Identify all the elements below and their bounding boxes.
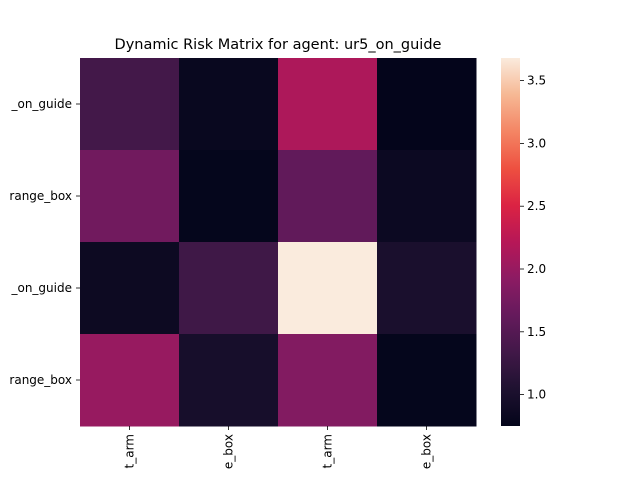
heatmap-cell (80, 334, 180, 427)
heatmap-cell (80, 242, 180, 335)
column-labels: t_arm e_box t_arm e_box (123, 426, 434, 469)
colorbar (501, 58, 520, 426)
colorbar-ticks: 1.0 1.5 2.0 2.5 3.0 3.5 (520, 74, 546, 402)
heatmap-cell (278, 242, 378, 335)
heatmap-cell (278, 150, 378, 243)
heatmap-cell (377, 334, 477, 427)
row-label: range_box (9, 373, 72, 387)
colorbar-tick-label: 2.0 (527, 262, 546, 276)
heatmap-cell (179, 58, 279, 151)
heatmap-cell (377, 242, 477, 335)
heatmap-cell (179, 150, 279, 243)
heatmap-cell (278, 334, 378, 427)
colorbar-tick-label: 1.5 (527, 325, 546, 339)
column-label: t_arm (123, 434, 137, 468)
heatmap-cell (377, 58, 477, 151)
colorbar-tick-label: 3.5 (527, 74, 546, 88)
row-label: _on_guide (10, 281, 72, 295)
chart-title: Dynamic Risk Matrix for agent: ur5_on_gu… (115, 37, 442, 53)
row-label: _on_guide (10, 97, 72, 111)
colorbar-tick-label: 3.0 (527, 136, 546, 150)
colorbar-tick-label: 2.5 (527, 199, 546, 213)
heatmap-cell (179, 242, 279, 335)
row-label: range_box (9, 189, 72, 203)
colorbar-tick-label: 1.0 (527, 388, 546, 402)
column-label: e_box (420, 434, 434, 469)
heatmap-cell (179, 334, 279, 427)
row-labels: _on_guide range_box _on_guide range_box (9, 97, 80, 387)
heatmap-cell (278, 58, 378, 151)
heatmap-cell (377, 150, 477, 243)
column-label: e_box (222, 434, 236, 469)
column-label: t_arm (321, 434, 335, 468)
heatmap-cell (80, 58, 180, 151)
heatmap-cells (80, 58, 477, 427)
heatmap-cell (80, 150, 180, 243)
